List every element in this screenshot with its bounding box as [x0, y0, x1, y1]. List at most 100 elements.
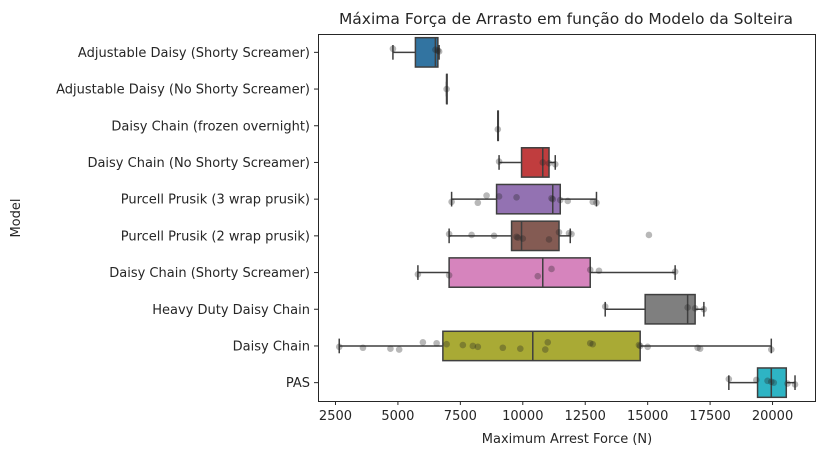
data-point: [636, 342, 644, 350]
box: [495, 183, 562, 215]
data-point: [586, 339, 594, 347]
data-point: [387, 345, 394, 352]
data-point: [691, 305, 699, 312]
data-point: [548, 194, 555, 202]
plot-frame: [318, 34, 816, 402]
data-point: [767, 346, 775, 353]
data-point: [495, 193, 503, 200]
data-point: [468, 231, 475, 239]
data-point: [445, 271, 453, 279]
plot-area: [335, 36, 799, 399]
box: [442, 330, 641, 362]
data-point: [564, 197, 572, 205]
data-point: [753, 376, 760, 384]
data-point: [700, 305, 708, 313]
data-point: [443, 85, 450, 93]
data-point: [725, 375, 733, 383]
data-point: [684, 304, 691, 311]
x-tick-label: 17500: [689, 409, 730, 424]
data-point: [474, 199, 482, 207]
box: [448, 257, 591, 288]
data-point: [784, 380, 791, 387]
x-tick-label: 20000: [752, 409, 793, 424]
data-point: [541, 346, 549, 353]
data-point: [432, 46, 439, 53]
y-tick-label: PAS: [286, 376, 310, 391]
y-tick-label: Heavy Duty Daisy Chain: [152, 303, 310, 318]
y-tick-label: Daisy Chain (frozen overnight): [111, 119, 310, 134]
data-point: [514, 234, 522, 241]
data-point: [548, 265, 555, 273]
data-point: [589, 198, 597, 206]
box: [414, 36, 439, 68]
data-point: [644, 343, 651, 351]
data-point: [645, 231, 653, 239]
x-tick-label: 12500: [565, 409, 606, 424]
data-point: [395, 346, 403, 353]
x-tick-label: 15000: [627, 409, 668, 424]
data-point: [433, 339, 440, 347]
data-point: [764, 377, 771, 385]
data-point: [494, 126, 502, 133]
data-point: [335, 343, 343, 351]
data-point: [589, 340, 597, 348]
data-point: [448, 198, 455, 206]
y-tick-label: Purcell Prusik (3 wrap prusik): [121, 193, 310, 208]
data-point: [513, 194, 520, 201]
data-point: [539, 159, 547, 166]
data-point: [499, 344, 507, 352]
data-point: [443, 340, 450, 348]
data-point: [545, 160, 553, 167]
data-point: [389, 45, 397, 53]
y-tick-label: Daisy Chain: [233, 339, 310, 354]
y-tick-label: Daisy Chain (No Shorty Screamer): [87, 156, 310, 171]
box: [520, 147, 550, 178]
x-tick-label: 10000: [502, 409, 543, 424]
data-point: [419, 339, 427, 346]
y-tick-label: Adjustable Daisy (Shorty Screamer): [78, 46, 310, 61]
data-point: [516, 345, 524, 352]
data-point: [459, 341, 467, 349]
chart-title: Máxima Força de Arrasto em função do Mod…: [339, 10, 793, 28]
y-tick-label: Purcell Prusik (2 wrap prusik): [121, 229, 310, 244]
data-point: [555, 228, 563, 236]
x-tick-label: 7500: [444, 409, 477, 424]
data-point: [595, 267, 603, 275]
data-point: [791, 381, 799, 388]
data-point: [445, 230, 453, 238]
data-point: [565, 229, 573, 237]
data-point: [551, 160, 559, 168]
x-tick-label: 2500: [319, 409, 352, 424]
data-point: [474, 343, 482, 351]
data-point: [696, 345, 704, 352]
data-point: [671, 268, 679, 275]
data-point: [694, 344, 701, 352]
data-point: [519, 235, 527, 242]
y-tick-label: Daisy Chain (Shorty Screamer): [109, 266, 310, 281]
data-point: [544, 339, 552, 346]
data-point: [359, 344, 367, 352]
box: [510, 220, 560, 252]
data-point: [635, 341, 643, 349]
data-point: [549, 195, 557, 203]
x-tick-label: 5000: [381, 409, 414, 424]
data-point: [435, 48, 443, 55]
data-point: [469, 342, 477, 350]
data-point: [414, 271, 422, 278]
box: [644, 293, 696, 325]
data-point: [593, 199, 600, 207]
data-point: [586, 266, 594, 274]
data-point: [556, 196, 564, 204]
data-point: [601, 303, 609, 310]
data-point: [490, 232, 498, 240]
data-point: [568, 230, 575, 238]
data-point: [483, 192, 490, 199]
data-point: [534, 272, 542, 280]
data-point: [545, 236, 553, 243]
data-point: [513, 233, 520, 241]
data-point: [767, 378, 775, 386]
x-axis-label: Maximum Arrest Force (N): [482, 432, 652, 447]
y-axis-label: Model: [9, 198, 24, 237]
data-point: [434, 47, 442, 54]
